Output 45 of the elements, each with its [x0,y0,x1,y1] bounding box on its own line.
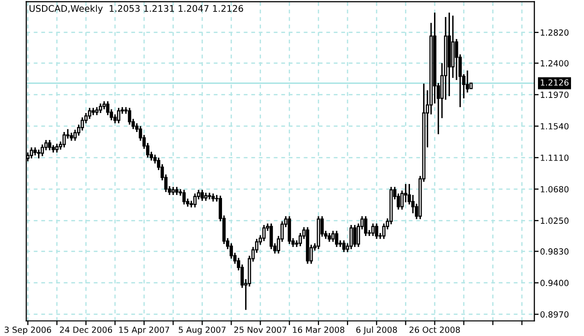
candlestick [374,222,378,240]
candlestick [182,189,186,206]
candlestick [342,240,346,253]
y-tick-label: 0.9830 [540,248,569,255]
candlestick [353,224,356,248]
x-tick-label: 3 Sep 2006 [4,326,52,334]
x-tick-label: 15 Apr 2007 [119,326,170,334]
candlestick [128,107,132,126]
candlestick [117,107,120,124]
candlestick [88,107,92,120]
chart-title: USDCAD,Weekly 1.2053 1.2131 1.2047 1.2126 [30,4,244,14]
candlestick [404,183,408,203]
candlestick [40,144,44,157]
ref-line-label: 1.2126 [540,79,569,86]
candlestick [270,222,273,250]
candlestick [62,131,66,148]
y-tick-label: 0.9400 [540,280,569,286]
y-tick-label: 0.8970 [540,311,569,318]
x-tick-label: 6 Jul 2008 [356,326,397,334]
candlestick [30,146,34,160]
candlestick [80,116,84,132]
y-tick-label: 1.1970 [540,92,569,98]
candlestick [371,222,375,237]
candlestick [262,224,266,242]
candlestick [350,224,353,250]
y-tick-label: 1.1110 [540,154,569,161]
candlestick [193,192,197,208]
y-tick-label: 1.0250 [540,218,569,224]
x-tick-label: 5 Aug 2007 [178,326,226,334]
candlestick [331,230,335,243]
candlestick [200,189,204,202]
y-tick-label: 1.2820 [540,29,569,36]
candlestick [98,102,102,114]
candlestick [364,215,368,237]
candlestick [288,215,292,245]
candlestick [48,139,52,151]
y-tick-label: 1.2400 [540,60,569,66]
candlestick [334,230,338,248]
x-tick-label: 25 Nov 2007 [234,326,286,333]
x-tick-label: 24 Dec 2006 [60,326,112,333]
candlestick [382,222,386,240]
x-tick-label: 26 Oct 2008 [410,326,460,333]
x-tick-label: 16 Mar 2008 [292,326,344,333]
y-tick-label: 1.0680 [540,186,569,192]
y-tick-label: 1.1540 [540,123,569,130]
